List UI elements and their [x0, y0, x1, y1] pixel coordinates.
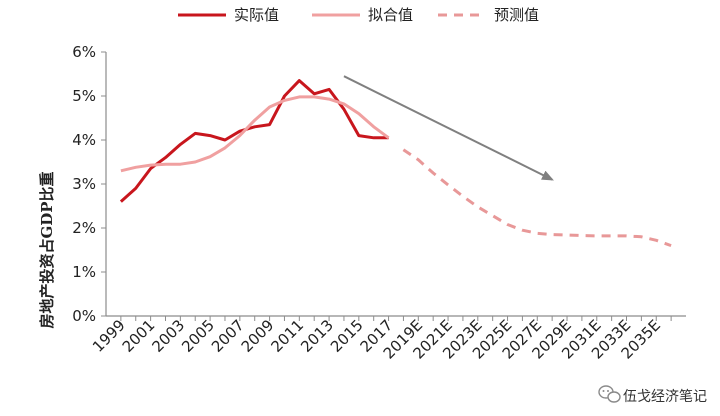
x-tick-labels: 1999200120032005200720092011201320152017…: [89, 316, 664, 362]
y-tick-label: 5%: [72, 87, 96, 105]
y-tick-labels: 0% 1% 2% 3% 4% 5% 6%: [72, 43, 96, 325]
series-line-2: [120, 95, 390, 173]
legend-label-1: 实际值: [234, 6, 279, 24]
y-tick-label: 4%: [72, 131, 96, 149]
legend-label-2: 拟合值: [368, 6, 413, 24]
y-tick-label: 1%: [72, 263, 96, 281]
x-tick-label: 2015: [327, 316, 367, 356]
trend-arrow: [343, 75, 554, 181]
x-tick-label: 2007: [208, 316, 248, 356]
chart-legend: 实际值 拟合值 预测值: [178, 6, 539, 24]
y-tick-label: 6%: [72, 43, 96, 61]
chart-axes: [101, 51, 686, 321]
y-tick-label: 3%: [72, 175, 96, 193]
x-tick-label: 2001: [119, 316, 159, 356]
x-tick-label: 2009: [238, 316, 278, 356]
wechat-icon: [598, 385, 621, 403]
legend-label-3: 预测值: [494, 6, 539, 24]
x-tick-label: 2003: [148, 316, 188, 356]
x-tick-label: 2011: [267, 316, 307, 356]
chart-series: [119, 79, 672, 248]
y-axis-label: 房地产投资占GDP比重: [38, 171, 56, 328]
chart-annotations: [343, 75, 554, 181]
watermark-text: 伍戈经济笔记: [623, 389, 707, 405]
x-tick-label: 2013: [297, 316, 337, 356]
x-tick-label: 2005: [178, 316, 218, 356]
y-tick-label: 0%: [72, 307, 96, 325]
y-tick-label: 2%: [72, 219, 96, 237]
series-line-1: [119, 79, 389, 203]
series-line-3: [402, 148, 672, 248]
watermark: 伍戈经济笔记: [598, 385, 707, 405]
